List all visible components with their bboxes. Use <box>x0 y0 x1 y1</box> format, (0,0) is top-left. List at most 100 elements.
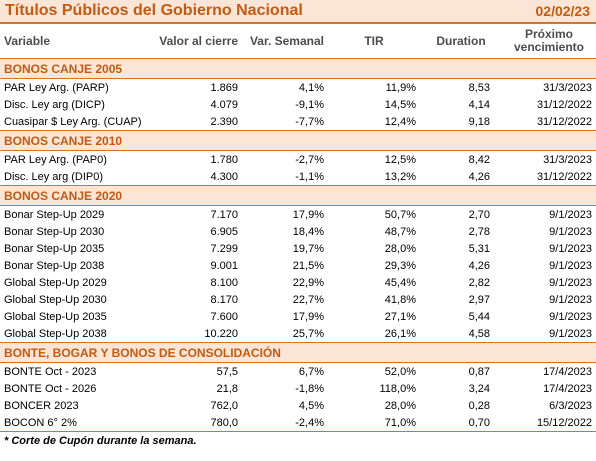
cell-valor: 1.780 <box>210 153 238 166</box>
cell-variable: Global Step-Up 2029 <box>4 276 107 289</box>
cell-vencimiento: 9/1/2023 <box>549 225 592 238</box>
cell-tir: 27,1% <box>384 310 416 323</box>
cell-vencimiento: 31/12/2022 <box>536 170 592 183</box>
cell-valor: 57,5 <box>216 365 238 378</box>
cell-valor: 762,0 <box>210 399 238 412</box>
cell-vencimiento: 31/12/2022 <box>536 98 592 111</box>
cell-valor: 4.079 <box>210 98 238 111</box>
cell-tir: 12,5% <box>384 153 416 166</box>
cell-variable: Bonar Step-Up 2038 <box>4 259 105 272</box>
cell-vencimiento: 15/12/2022 <box>536 416 592 429</box>
header-duration: Duration <box>420 24 502 59</box>
header-tir: TIR <box>328 24 420 59</box>
table-row: Global Step-Up 2038 10.220 25,7% 26,1% 4,58 9… <box>0 325 596 343</box>
cell-duration: 0,28 <box>468 399 490 412</box>
cell-vencimiento: 17/4/2023 <box>543 382 592 395</box>
cell-var-semanal: 4,1% <box>298 81 324 94</box>
table-row: Bonar Step-Up 2035 7.299 19,7% 28,0% 5,31 9/1… <box>0 240 596 257</box>
cell-variable: Global Step-Up 2038 <box>4 327 107 340</box>
cell-vencimiento: 17/4/2023 <box>543 365 592 378</box>
table-row: BONTE Oct - 2023 57,5 6,7% 52,0% 0,87 17/4/20… <box>0 363 596 381</box>
section-label: BONOS CANJE 2005 <box>0 58 596 79</box>
cell-variable: Global Step-Up 2035 <box>4 310 107 323</box>
table-row: Cuasipar $ Ley Arg. (CUAP) 2.390 -7,7% 12,4… <box>0 113 596 131</box>
cell-var-semanal: 17,9% <box>292 310 324 323</box>
table-row: Bonar Step-Up 2029 7.170 17,9% 50,7% 2,70 9/1… <box>0 206 596 224</box>
cell-valor: 8.170 <box>210 293 238 306</box>
cell-duration: 2,78 <box>468 225 490 238</box>
cell-valor: 2.390 <box>210 115 238 128</box>
cell-vencimiento: 9/1/2023 <box>549 310 592 323</box>
page-title: Títulos Públicos del Gobierno Nacional <box>5 2 303 19</box>
header-var-semanal: Var. Semanal <box>242 24 328 59</box>
cell-tir: 71,0% <box>384 416 416 429</box>
cell-var-semanal: 6,7% <box>298 365 324 378</box>
footnote: * Corte de Cupón durante la semana. <box>0 431 596 450</box>
cell-valor: 7.600 <box>210 310 238 323</box>
cell-vencimiento: 31/3/2023 <box>543 81 592 94</box>
cell-tir: 41,8% <box>384 293 416 306</box>
cell-tir: 48,7% <box>384 225 416 238</box>
cell-var-semanal: -1,1% <box>295 170 324 183</box>
cell-tir: 12,4% <box>384 115 416 128</box>
cell-duration: 4,58 <box>468 327 490 340</box>
cell-var-semanal: 18,4% <box>292 225 324 238</box>
table-row: Disc. Ley arg (DIP0) 4.300 -1,1% 13,2% 4,26 3… <box>0 168 596 186</box>
table-body: BONOS CANJE 2005 PAR Ley Arg. (PARP) 1.869… <box>0 58 596 432</box>
cell-duration: 8,42 <box>468 153 490 166</box>
cell-duration: 5,44 <box>468 310 490 323</box>
cell-tir: 14,5% <box>384 98 416 111</box>
cell-vencimiento: 9/1/2023 <box>549 242 592 255</box>
bonds-table: Variable Valor al cierre Var. Semanal TI… <box>0 24 596 431</box>
table-row: BONTE Oct - 2026 21,8 -1,8% 118,0% 3,24 17/4/… <box>0 380 596 397</box>
cell-variable: BOCON 6° 2% <box>4 416 77 429</box>
header-valor: Valor al cierre <box>150 24 242 59</box>
cell-var-semanal: 17,9% <box>292 208 324 221</box>
cell-variable: Global Step-Up 2030 <box>4 293 107 306</box>
table-row: PAR Ley Arg. (PARP) 1.869 4,1% 11,9% 8,53 31/… <box>0 79 596 97</box>
cell-var-semanal: -7,7% <box>295 115 324 128</box>
section-header: BONOS CANJE 2010 <box>0 130 596 151</box>
title-bar: Títulos Públicos del Gobierno Nacional 0… <box>0 0 596 24</box>
cell-vencimiento: 31/3/2023 <box>543 153 592 166</box>
cell-variable: Bonar Step-Up 2030 <box>4 225 105 238</box>
section-label: BONOS CANJE 2020 <box>0 185 596 206</box>
cell-valor: 780,0 <box>210 416 238 429</box>
cell-valor: 21,8 <box>216 382 238 395</box>
table-row: Bonar Step-Up 2038 9.001 21,5% 29,3% 4,26 9/1… <box>0 257 596 274</box>
cell-var-semanal: -1,8% <box>295 382 324 395</box>
cell-valor: 8.100 <box>210 276 238 289</box>
cell-duration: 2,97 <box>468 293 490 306</box>
cell-duration: 3,24 <box>468 382 490 395</box>
cell-var-semanal: 22,7% <box>292 293 324 306</box>
cell-tir: 28,0% <box>384 242 416 255</box>
table-row: BOCON 6° 2% 780,0 -2,4% 71,0% 0,70 15/12/2022 <box>0 414 596 431</box>
cell-tir: 29,3% <box>384 259 416 272</box>
table-row: Global Step-Up 2030 8.170 22,7% 41,8% 2,97 9/… <box>0 291 596 308</box>
section-header: BONOS CANJE 2020 <box>0 185 596 206</box>
cell-vencimiento: 9/1/2023 <box>549 208 592 221</box>
cell-var-semanal: 22,9% <box>292 276 324 289</box>
cell-tir: 52,0% <box>384 365 416 378</box>
header-vencimiento: Próximo vencimiento <box>502 24 596 59</box>
report-date: 02/02/23 <box>535 3 591 19</box>
cell-valor: 7.170 <box>210 208 238 221</box>
cell-tir: 28,0% <box>384 399 416 412</box>
table-row: Disc. Ley arg (DICP) 4.079 -9,1% 14,5% 4,14 3… <box>0 96 596 113</box>
cell-var-semanal: 21,5% <box>292 259 324 272</box>
cell-variable: Disc. Ley arg (DIP0) <box>4 170 104 183</box>
cell-variable: BONTE Oct - 2023 <box>4 365 97 378</box>
cell-variable: Disc. Ley arg (DICP) <box>4 98 105 111</box>
table-row: Global Step-Up 2035 7.600 17,9% 27,1% 5,44 9/… <box>0 308 596 325</box>
table-row: Bonar Step-Up 2030 6.905 18,4% 48,7% 2,78 9/1… <box>0 223 596 240</box>
cell-var-semanal: -2,7% <box>295 153 324 166</box>
cell-var-semanal: -2,4% <box>295 416 324 429</box>
cell-var-semanal: -9,1% <box>295 98 324 111</box>
cell-tir: 45,4% <box>384 276 416 289</box>
cell-duration: 2,82 <box>468 276 490 289</box>
table-row: PAR Ley Arg. (PAP0) 1.780 -2,7% 12,5% 8,42 31… <box>0 151 596 169</box>
cell-duration: 5,31 <box>468 242 490 255</box>
header-vencimiento-line1: Próximo <box>524 27 573 41</box>
cell-tir: 50,7% <box>384 208 416 221</box>
header-variable: Variable <box>0 24 150 59</box>
